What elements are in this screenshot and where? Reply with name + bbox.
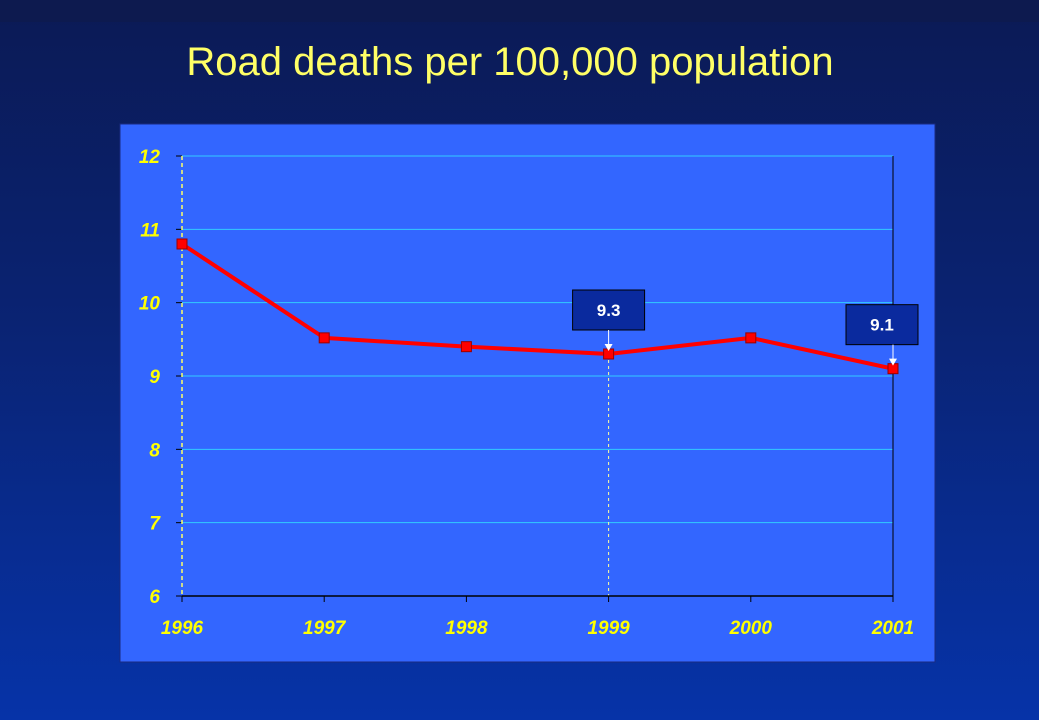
data-point: [460, 341, 472, 353]
y-tick-label: 10: [139, 294, 161, 315]
y-tick-label: 8: [149, 440, 160, 461]
callout-label: 9.1: [870, 316, 894, 335]
x-tick-label: 2000: [729, 618, 773, 639]
series-line: [180, 242, 894, 371]
x-tick-label: 1999: [587, 618, 630, 639]
data-point: [318, 332, 330, 344]
grid-layer: [182, 155, 893, 596]
y-tick-label: 6: [149, 587, 160, 608]
x-tick-label: 2001: [871, 618, 914, 639]
y-tick-label: 11: [140, 220, 160, 241]
x-tick-label: 1998: [445, 618, 488, 639]
top-strip: [0, 0, 1039, 22]
series-layer: [176, 238, 899, 375]
axis-layer: 6 7 8 9 10 11 12 1996 1997 1998 1999 2000 2001: [139, 147, 914, 639]
callout-label: 9.3: [597, 301, 621, 320]
y-tick-label: 12: [139, 147, 161, 168]
callout-arrowhead: [889, 358, 897, 366]
y-tick-label: 7: [149, 514, 161, 535]
data-point: [176, 238, 188, 250]
callout-arrowhead: [604, 344, 613, 351]
slide-title: Road deaths per 100,000 population: [186, 40, 834, 84]
chart-area: [119, 123, 936, 663]
callout-box: [572, 289, 646, 331]
x-tick-label: 1997: [303, 618, 347, 639]
callout-box: [845, 304, 919, 346]
callout-layer: 9.3 9.1: [572, 289, 919, 366]
data-point: [745, 332, 757, 344]
x-tick-label: 1996: [161, 618, 204, 639]
y-tick-label: 9: [149, 367, 160, 388]
